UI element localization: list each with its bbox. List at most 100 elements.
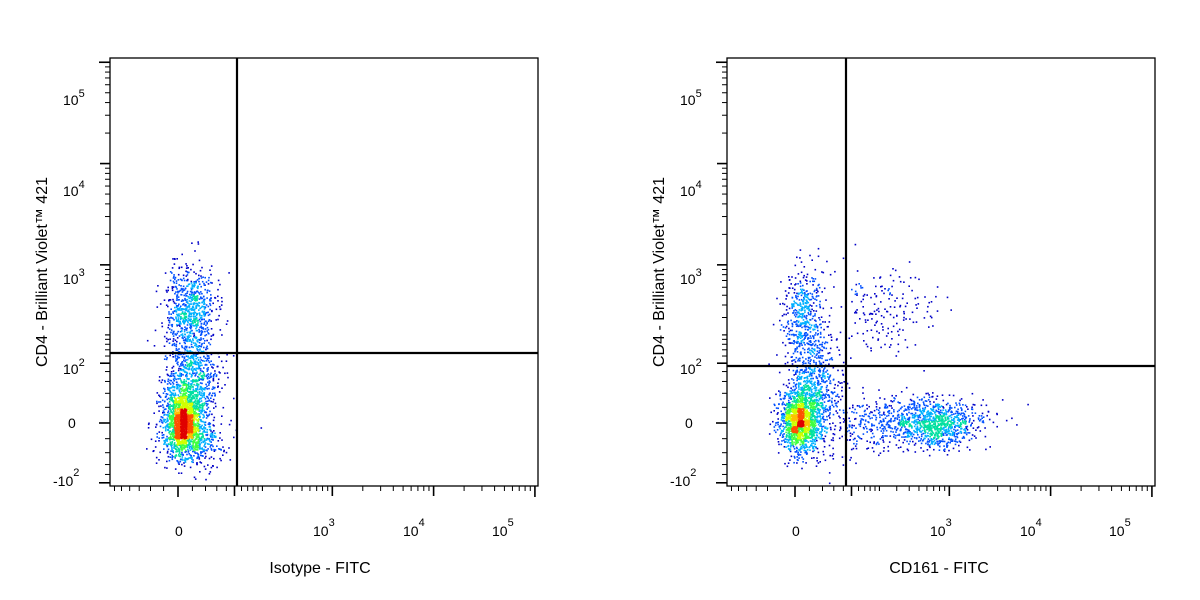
event-dot bbox=[806, 452, 808, 454]
event-dot bbox=[179, 372, 181, 375]
event-dot bbox=[184, 416, 187, 419]
event-dot bbox=[858, 423, 860, 426]
event-dot bbox=[929, 400, 931, 403]
event-dot bbox=[197, 364, 200, 366]
event-dot bbox=[207, 397, 210, 400]
event-dot bbox=[965, 432, 967, 434]
event-dot bbox=[817, 451, 820, 454]
event-dot bbox=[195, 282, 197, 284]
event-dot bbox=[933, 448, 935, 451]
event-dot bbox=[813, 457, 815, 459]
event-dot bbox=[178, 303, 180, 306]
event-dot bbox=[204, 387, 207, 389]
event-dot bbox=[163, 440, 166, 442]
event-dot bbox=[180, 453, 182, 456]
event-dot bbox=[205, 417, 208, 419]
event-dot bbox=[841, 395, 844, 398]
event-dot bbox=[195, 438, 197, 441]
event-dot bbox=[797, 273, 800, 275]
event-dot bbox=[197, 434, 200, 437]
event-dot bbox=[195, 430, 197, 433]
event-dot bbox=[189, 435, 192, 437]
event-dot bbox=[910, 399, 913, 402]
event-dot bbox=[198, 259, 201, 262]
event-dot bbox=[849, 435, 852, 437]
event-dot bbox=[196, 326, 198, 328]
event-dot bbox=[191, 374, 193, 377]
event-dot bbox=[166, 357, 168, 359]
event-dot bbox=[799, 357, 801, 360]
event-dot bbox=[191, 422, 193, 425]
event-dot bbox=[208, 443, 210, 446]
event-dot bbox=[179, 330, 182, 333]
event-dot bbox=[176, 337, 179, 339]
event-dot bbox=[875, 406, 878, 408]
event-dot bbox=[809, 360, 811, 363]
event-dot bbox=[903, 439, 906, 441]
event-dot bbox=[868, 428, 871, 431]
event-dot bbox=[172, 455, 174, 458]
event-dot bbox=[885, 335, 888, 337]
event-dot bbox=[793, 359, 796, 361]
event-dot bbox=[787, 323, 790, 325]
event-dot bbox=[924, 400, 927, 402]
event-dot bbox=[797, 453, 799, 455]
event-dot bbox=[836, 395, 838, 397]
event-dot bbox=[175, 347, 178, 350]
event-dot bbox=[841, 435, 843, 438]
event-dot bbox=[213, 457, 215, 460]
event-dot bbox=[829, 409, 831, 411]
event-dot bbox=[211, 432, 214, 435]
event-dot bbox=[176, 332, 178, 335]
event-dot bbox=[194, 452, 197, 454]
event-dot bbox=[912, 393, 915, 396]
event-dot bbox=[199, 326, 201, 329]
event-dot bbox=[196, 323, 198, 326]
event-dot bbox=[188, 297, 191, 300]
event-dot bbox=[794, 334, 796, 336]
event-dot bbox=[182, 312, 185, 315]
event-dot bbox=[174, 425, 176, 427]
event-dot bbox=[173, 263, 176, 265]
event-dot bbox=[911, 435, 914, 438]
event-dot bbox=[786, 361, 789, 364]
event-dot bbox=[807, 337, 809, 339]
event-dot bbox=[188, 443, 190, 446]
event-dot bbox=[164, 429, 167, 432]
event-dot bbox=[191, 429, 193, 432]
event-dot bbox=[183, 390, 186, 392]
event-dot bbox=[205, 334, 208, 336]
event-dot bbox=[166, 452, 169, 454]
event-dot bbox=[865, 413, 867, 416]
event-dot bbox=[908, 261, 911, 263]
event-dot bbox=[172, 356, 174, 358]
event-dot bbox=[206, 326, 209, 329]
event-dot bbox=[207, 375, 210, 378]
event-dot bbox=[201, 433, 204, 436]
event-dot bbox=[858, 405, 860, 407]
event-dot bbox=[187, 420, 190, 422]
event-dot bbox=[199, 443, 201, 445]
event-dot bbox=[189, 418, 192, 420]
event-dot bbox=[188, 423, 191, 425]
event-dot bbox=[895, 355, 898, 357]
event-dot bbox=[190, 343, 193, 346]
event-dot bbox=[207, 332, 209, 334]
event-dot bbox=[185, 366, 187, 369]
event-dot bbox=[932, 325, 934, 327]
event-dot bbox=[783, 446, 786, 448]
event-dot bbox=[858, 436, 860, 438]
event-dot bbox=[201, 280, 204, 283]
event-dot bbox=[186, 361, 188, 364]
event-dot bbox=[828, 444, 831, 447]
event-dot bbox=[181, 432, 183, 435]
event-dot bbox=[804, 293, 806, 295]
event-dot bbox=[200, 441, 203, 444]
event-dot bbox=[875, 418, 877, 421]
event-dot bbox=[182, 435, 184, 438]
event-dot bbox=[184, 305, 186, 307]
event-dot bbox=[172, 370, 175, 372]
event-dot bbox=[828, 363, 830, 365]
event-dot bbox=[839, 409, 841, 411]
event-dot bbox=[824, 359, 827, 362]
